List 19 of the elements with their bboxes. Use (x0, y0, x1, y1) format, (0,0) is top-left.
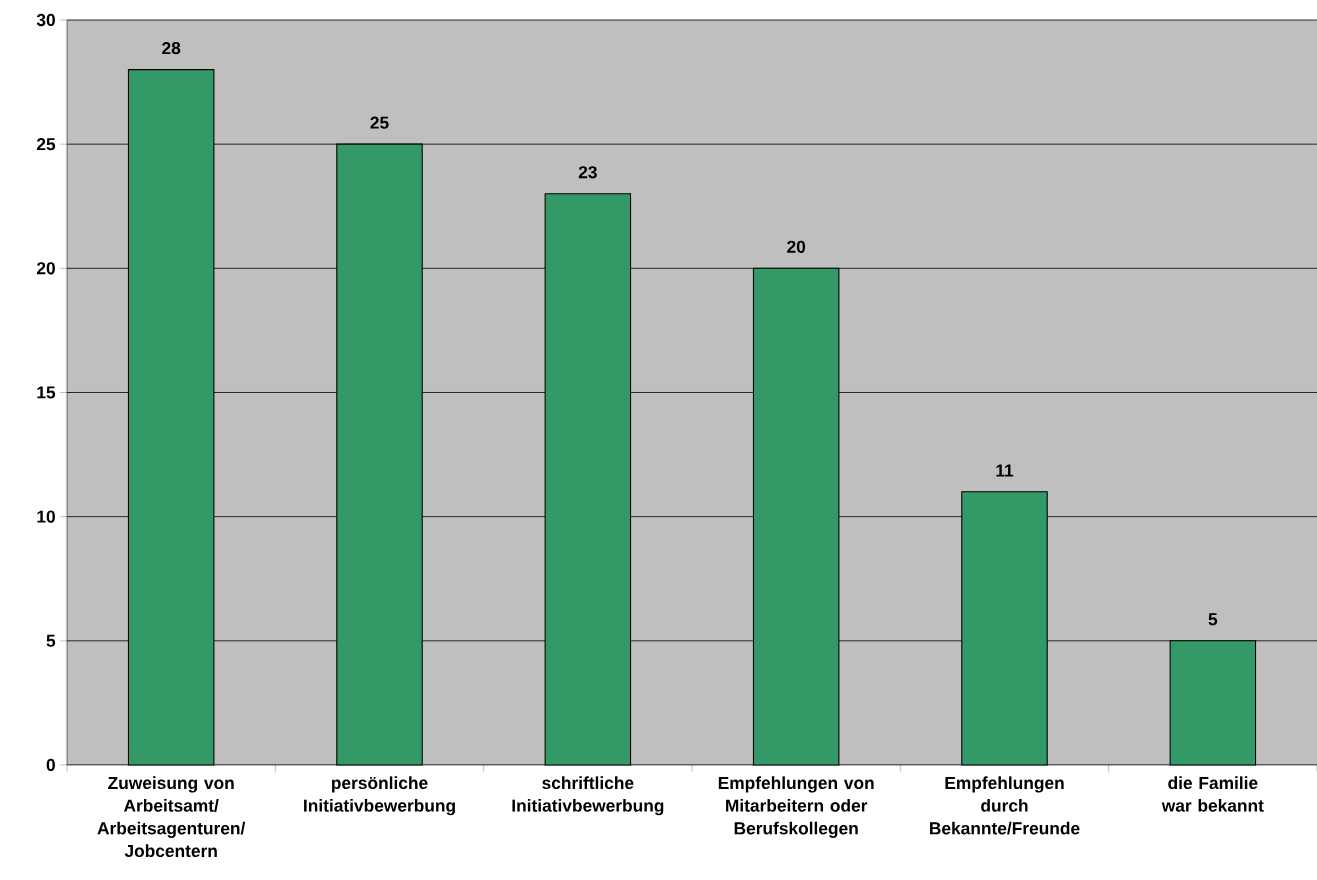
data-label: 5 (1208, 613, 1218, 626)
x-tick-label: Zuweisung von Arbeitsamt/ Arbeitsagenturen/ Jobcentern (97, 776, 246, 858)
y-tick-label: 25 (36, 138, 56, 151)
x-tick-label: schriftliche Initiativbewerbung (512, 776, 664, 816)
x-tick-label: Empfehlungen von Mitarbeitern oder Berufskollegen (718, 776, 874, 838)
data-label: 20 (787, 240, 806, 253)
y-tick-label: 10 (37, 510, 55, 523)
y-tick-label: 0 (46, 758, 55, 772)
data-label: 25 (370, 116, 389, 129)
data-label: 11 (996, 464, 1014, 477)
x-tick-label: persönliche Initiativbewerbung (304, 776, 455, 816)
data-label: 28 (162, 42, 181, 55)
y-tick-label: 5 (46, 634, 56, 647)
y-tick-label: 15 (37, 386, 56, 399)
y-tick-label: 20 (36, 262, 55, 275)
x-tick-label: die Familie war bekannt (1161, 776, 1264, 812)
y-tick-label: 30 (36, 13, 55, 27)
x-tick-label: Empfehlungen durch Bekannte/Freunde (930, 776, 1080, 835)
data-label: 23 (578, 166, 597, 179)
